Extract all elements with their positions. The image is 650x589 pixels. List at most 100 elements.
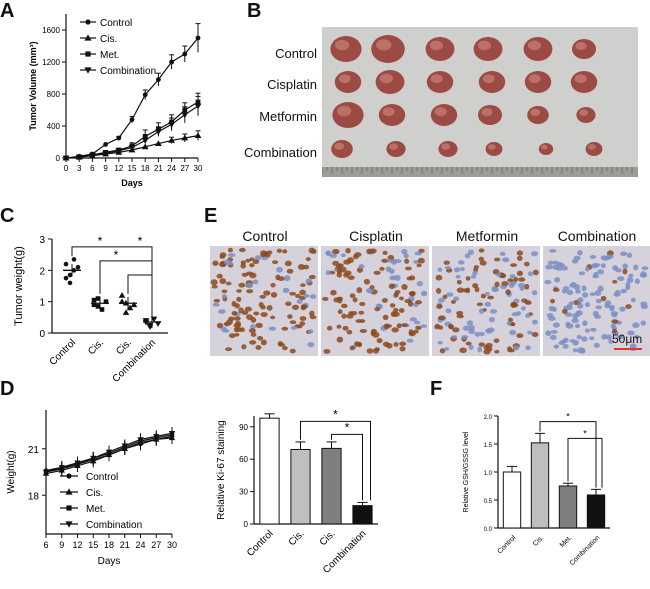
nucleus <box>266 305 273 311</box>
nucleus <box>343 272 349 278</box>
nucleus <box>285 301 292 307</box>
data-point <box>130 301 138 308</box>
bar-2 <box>558 485 578 529</box>
x-tick-label: 24 <box>167 164 176 173</box>
nucleus <box>593 263 601 268</box>
legend-marker <box>84 67 92 74</box>
y-axis-title: Tumor weight(g) <box>13 246 25 326</box>
data-point <box>102 150 109 157</box>
nucleus <box>597 269 604 275</box>
nucleus <box>561 265 568 271</box>
nucleus <box>359 319 366 323</box>
nucleus <box>593 342 600 348</box>
nucleus <box>589 292 596 296</box>
tumor-highlight <box>574 74 587 84</box>
nucleus <box>260 339 267 346</box>
x-tick-label: Combination <box>111 337 158 384</box>
nucleus <box>307 341 315 348</box>
nucleus <box>332 260 340 266</box>
nucleus <box>252 279 259 285</box>
nucleus <box>341 313 347 319</box>
nucleus <box>329 253 338 258</box>
nucleus <box>238 307 244 314</box>
nucleus <box>525 345 531 351</box>
nucleus <box>358 310 365 315</box>
nucleus <box>253 311 260 316</box>
nucleus <box>389 303 396 308</box>
nucleus <box>626 252 633 258</box>
nucleus <box>282 345 288 351</box>
nucleus <box>401 323 408 327</box>
nucleus <box>255 345 262 350</box>
data-point <box>118 292 126 298</box>
nucleus <box>494 349 500 354</box>
nucleus <box>611 312 618 318</box>
nucleus <box>398 296 404 301</box>
nucleus <box>516 255 523 261</box>
nucleus <box>331 248 339 255</box>
nucleus <box>233 326 240 333</box>
nucleus <box>510 302 517 309</box>
nucleus <box>289 320 297 325</box>
nucleus <box>550 334 557 341</box>
nucleus <box>282 287 290 294</box>
data-point <box>137 437 144 443</box>
nucleus <box>416 263 422 268</box>
legend-label: Control <box>86 472 118 483</box>
nucleus <box>212 260 219 266</box>
nucleus <box>359 328 368 334</box>
nucleus <box>225 347 233 352</box>
nucleus <box>289 348 296 354</box>
nucleus <box>382 250 388 255</box>
nucleus <box>278 342 286 347</box>
chart-ki67: 0 30 60 90 Relative Ki-67 staining Control Cis… <box>216 407 378 576</box>
tumor-highlight <box>482 74 495 84</box>
data-point <box>153 434 160 440</box>
data-point <box>116 135 122 141</box>
nucleus <box>248 328 256 334</box>
nucleus <box>219 278 227 285</box>
nucleus <box>595 298 603 304</box>
nucleus <box>456 279 462 285</box>
panel-letter-d: D <box>0 378 15 400</box>
nucleus <box>435 288 442 294</box>
legend-label: Met. <box>100 50 119 61</box>
nucleus <box>597 285 604 292</box>
nucleus <box>465 341 472 346</box>
nucleus <box>409 317 418 322</box>
ihc-title-combination: Combination <box>557 228 637 244</box>
nucleus <box>228 316 236 321</box>
nucleus <box>281 326 289 331</box>
nucleus <box>246 289 254 294</box>
nucleus <box>606 254 614 259</box>
nucleus <box>211 284 218 289</box>
nucleus <box>600 295 607 302</box>
y-axis-title: Tumor Volume (mm³) <box>28 41 38 130</box>
nucleus <box>322 296 329 301</box>
nucleus <box>249 257 255 262</box>
y-tick-label: 60 <box>239 455 248 464</box>
nucleus <box>620 288 627 294</box>
nucleus <box>352 297 358 303</box>
nucleus <box>305 257 311 262</box>
nucleus <box>347 275 355 280</box>
nucleus <box>336 336 344 343</box>
y-axis-title: Relative GSH/GSSG level <box>463 431 470 512</box>
data-point <box>42 469 50 476</box>
data-point <box>195 35 201 41</box>
nucleus <box>456 310 464 316</box>
y-tick-label: 1.0 <box>484 471 493 477</box>
data-point <box>154 321 162 327</box>
nucleus <box>241 344 247 350</box>
nucleus <box>493 338 500 343</box>
nucleus <box>478 256 484 262</box>
data-point <box>194 132 202 138</box>
nucleus <box>443 347 450 351</box>
nucleus <box>527 330 533 335</box>
nucleus <box>358 264 365 269</box>
legend-marker <box>65 521 73 528</box>
nucleus <box>276 248 283 253</box>
legend-marker <box>85 51 91 57</box>
nucleus <box>524 283 530 290</box>
x-tick-label: Cis. <box>114 337 134 357</box>
